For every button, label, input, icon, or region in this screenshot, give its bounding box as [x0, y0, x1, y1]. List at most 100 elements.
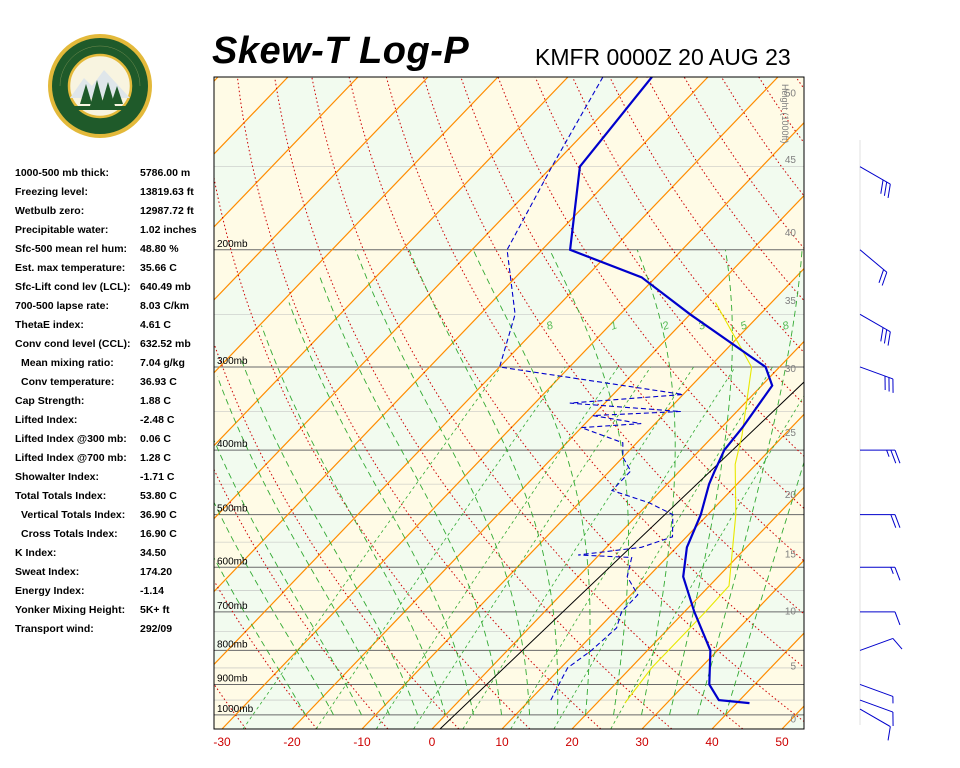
stat-value: 7.04 g/kg: [140, 357, 185, 369]
sounding-traces: [498, 77, 774, 705]
stat-value: -2.48 C: [140, 414, 175, 426]
moist-adiabat-line: [669, 249, 733, 716]
forestry-logo-emblem: [48, 34, 152, 138]
isotherm-line: [0, 77, 78, 729]
stat-value: 632.52 mb: [140, 338, 191, 350]
height-label: 10: [785, 607, 797, 618]
stat-value: 12987.72 ft: [140, 205, 194, 217]
stat-label: Sfc-Lift cond lev (LCL):: [15, 281, 131, 293]
dry-adiabat-lines: [214, 19, 960, 729]
isotherm-line: [214, 77, 709, 593]
wind-barb: [859, 366, 894, 393]
stat-value: 36.90 C: [140, 509, 177, 521]
isotherm-band: [712, 633, 804, 729]
isotherm-band: [0, 77, 8, 729]
mixing-ratio-label: 2: [660, 319, 671, 333]
temperature-tick-label: -20: [283, 735, 301, 749]
stat-label: Energy Index:: [15, 585, 85, 597]
dry-adiabat-line: [348, 77, 804, 723]
mixing-ratio-line: [375, 366, 619, 729]
isotherm-line: [0, 77, 148, 729]
moist-adiabat-line: [408, 249, 559, 715]
height-label: 5: [790, 662, 796, 673]
wind-barb: [860, 611, 901, 626]
stat-label: 700-500 lapse rate:: [15, 300, 109, 312]
temperature-tick-label: 30: [635, 735, 649, 749]
mixing-ratio-label: 8: [545, 319, 556, 333]
pressure-label: 700mb: [217, 601, 248, 612]
height-label: 45: [785, 155, 797, 166]
isotherm-band: [0, 77, 78, 729]
stat-label: Lifted Index @300 mb:: [15, 433, 127, 445]
wind-barb: [859, 166, 891, 199]
moist-adiabat-line: [214, 439, 362, 716]
stat-value: 1.88 C: [140, 395, 171, 407]
mixing-ratio-line: [242, 366, 502, 729]
stat-value: 174.20: [140, 566, 173, 578]
pressure-label: 600mb: [217, 556, 248, 567]
isotherm-line: [214, 77, 359, 228]
height-label: 50: [785, 88, 797, 99]
stat-value: 1.02 inches: [140, 224, 197, 236]
temperature-tick-label: 50: [775, 735, 789, 749]
mixing-ratio-line: [553, 366, 773, 729]
isotherm-line: [361, 267, 804, 729]
moist-adiabat-line: [355, 249, 530, 715]
mixing-ratio-line: [510, 366, 736, 729]
isotherm-line: [221, 121, 804, 729]
moist-adiabat-lines: [214, 249, 804, 716]
temperature-tick-label: -30: [213, 735, 231, 749]
dry-adiabat-line: [830, 19, 960, 729]
isotherm-band: [782, 706, 804, 729]
moist-adiabat-line: [549, 249, 630, 715]
isotherm-band: [214, 77, 218, 82]
stat-label: Conv temperature:: [21, 376, 115, 388]
stat-value: 640.49 mb: [140, 281, 191, 293]
wind-barb: [860, 514, 901, 528]
moist-adiabat-line: [636, 249, 676, 715]
stat-label: Wetbulb zero:: [15, 205, 85, 217]
isotherm-line: [214, 77, 499, 374]
stat-label: ThetaE index:: [15, 319, 84, 331]
wind-barb: [860, 449, 901, 464]
stat-value: 53.80 C: [140, 490, 177, 502]
dry-adiabat-line: [795, 19, 960, 729]
isotherm-line: [852, 77, 960, 729]
stat-label: Yonker Mixing Height:: [15, 604, 126, 616]
pressure-label: 1000mb: [217, 704, 254, 715]
height-label: 15: [785, 549, 797, 560]
isotherm-band: [852, 77, 960, 729]
mixing-ratio-line: [462, 366, 694, 729]
isotherm-line: [214, 77, 569, 447]
pressure-label: 200mb: [217, 239, 248, 250]
wind-barb: [859, 637, 903, 651]
stat-label: Mean mixing ratio:: [21, 357, 114, 369]
stat-label: 1000-500 mb thick:: [15, 167, 109, 179]
dry-adiabat-line: [214, 579, 318, 729]
forestry-logo: [46, 32, 154, 145]
stat-value: -1.14: [140, 585, 164, 597]
isotherm-line: [214, 77, 779, 666]
pressure-label: 400mb: [217, 439, 248, 450]
height-label: 30: [785, 364, 797, 375]
isotherm-line: [214, 77, 639, 520]
wind-barbs: [859, 140, 903, 741]
mixing-ratio-line: [413, 366, 652, 729]
mixing-ratio-label: 5: [739, 319, 750, 333]
stat-label: Conv cond level (CCL):: [15, 338, 131, 350]
isotherm-line: [291, 194, 804, 729]
isotherm-line: [431, 340, 804, 729]
plot-frame: [213, 76, 805, 730]
dry-adiabat-line: [534, 77, 804, 457]
mixing-ratio-line: [315, 366, 566, 729]
stat-value: 5K+ ft: [140, 604, 170, 616]
wind-barb: [859, 699, 894, 727]
moist-adiabat-line: [725, 460, 804, 716]
stat-value: 4.61 C: [140, 319, 171, 331]
parcel-trace: [624, 302, 753, 704]
height-axis-title: Height (1000ft): [780, 84, 790, 144]
temperature-tick-label: 20: [565, 735, 579, 749]
isotherm-line: [501, 413, 804, 729]
moist-adiabat-line: [216, 376, 390, 716]
